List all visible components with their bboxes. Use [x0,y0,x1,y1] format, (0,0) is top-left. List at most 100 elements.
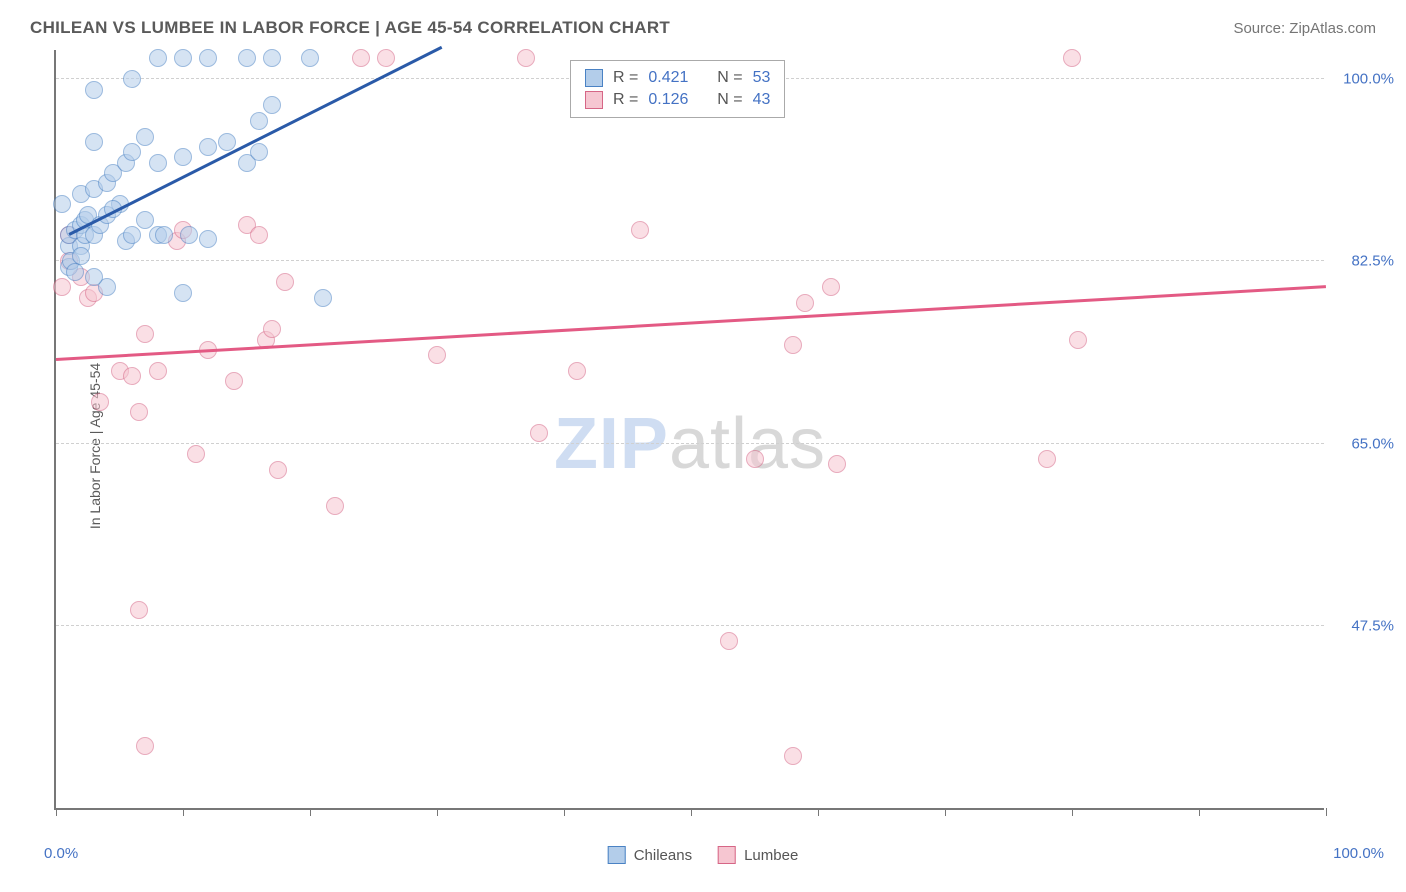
lumbee-point [746,450,764,468]
lumbee-point [276,273,294,291]
x-axis-max-label: 100.0% [1333,845,1384,862]
lumbee-point [1069,331,1087,349]
lumbee-point [530,424,548,442]
lumbee-point [130,601,148,619]
chileans-point [199,49,217,67]
lumbee-point [784,747,802,765]
lumbee-point [720,632,738,650]
chileans-point [149,154,167,172]
chileans-point [174,284,192,302]
x-tick [56,808,57,816]
lumbee-legend-swatch-icon [718,846,736,864]
chileans-point [174,148,192,166]
lumbee-point [326,497,344,515]
chileans-point [123,226,141,244]
chileans-point [199,230,217,248]
grid-line [56,260,1324,261]
y-tick-label: 100.0% [1334,71,1394,88]
lumbee-point [136,737,154,755]
legend-item-lumbee: Lumbee [718,846,798,864]
legend-row-lumbee: R = 0.126 N = 43 [585,89,770,111]
watermark-atlas: atlas [669,404,826,484]
source-attribution: Source: ZipAtlas.com [1233,20,1376,37]
chileans-point [72,247,90,265]
chileans-point [238,49,256,67]
x-tick [1326,808,1327,816]
chileans-point [314,289,332,307]
chileans-n-value: 53 [753,69,771,87]
r-label: R = [613,91,638,109]
chileans-point [136,128,154,146]
chileans-point [250,112,268,130]
x-tick [1199,808,1200,816]
lumbee-point [517,49,535,67]
chileans-point [85,81,103,99]
chileans-point [199,138,217,156]
lumbee-point [631,221,649,239]
lumbee-point [130,403,148,421]
legend-item-chileans: Chileans [608,846,692,864]
chileans-swatch-icon [585,69,603,87]
chart-header: CHILEAN VS LUMBEE IN LABOR FORCE | AGE 4… [0,0,1406,50]
grid-line [56,443,1324,444]
x-tick [945,808,946,816]
lumbee-point [123,367,141,385]
lumbee-point [225,372,243,390]
lumbee-point [784,336,802,354]
lumbee-point [263,320,281,338]
lumbee-r-value: 0.126 [648,91,688,109]
lumbee-point [568,362,586,380]
chileans-point [85,133,103,151]
lumbee-point [149,362,167,380]
x-tick [564,808,565,816]
y-tick-label: 65.0% [1334,435,1394,452]
lumbee-trend-line [56,285,1326,360]
chart-title: CHILEAN VS LUMBEE IN LABOR FORCE | AGE 4… [30,18,670,38]
series-legend: Chileans Lumbee [608,846,799,864]
watermark: ZIPatlas [554,403,826,485]
chileans-point [136,211,154,229]
correlation-legend: R = 0.421 N = 53 R = 0.126 N = 43 [570,60,785,118]
x-tick [183,808,184,816]
chileans-point [53,195,71,213]
n-label: N = [717,69,742,87]
x-tick [691,808,692,816]
chileans-r-value: 0.421 [648,69,688,87]
x-tick [1072,808,1073,816]
chileans-point [218,133,236,151]
lumbee-point [187,445,205,463]
chart-plot-area: ZIPatlas 47.5%65.0%82.5%100.0% [54,50,1324,810]
chileans-point [180,226,198,244]
lumbee-point [822,278,840,296]
chileans-point [263,49,281,67]
lumbee-point [352,49,370,67]
lumbee-point [91,393,109,411]
lumbee-point [250,226,268,244]
chileans-legend-label: Chileans [634,847,692,864]
lumbee-legend-label: Lumbee [744,847,798,864]
chileans-point [301,49,319,67]
lumbee-n-value: 43 [753,91,771,109]
chileans-point [66,263,84,281]
x-tick [437,808,438,816]
y-tick-label: 82.5% [1334,253,1394,270]
lumbee-point [428,346,446,364]
chileans-point [123,70,141,88]
lumbee-point [1038,450,1056,468]
grid-line [56,625,1324,626]
watermark-zip: ZIP [554,404,669,484]
chileans-legend-swatch-icon [608,846,626,864]
chileans-point [155,226,173,244]
x-tick [310,808,311,816]
lumbee-point [377,49,395,67]
chileans-point [174,49,192,67]
r-label: R = [613,69,638,87]
x-axis-min-label: 0.0% [44,845,78,862]
chileans-point [85,268,103,286]
lumbee-point [53,278,71,296]
chileans-point [149,49,167,67]
lumbee-point [796,294,814,312]
n-label: N = [717,91,742,109]
lumbee-point [136,325,154,343]
y-tick-label: 47.5% [1334,617,1394,634]
